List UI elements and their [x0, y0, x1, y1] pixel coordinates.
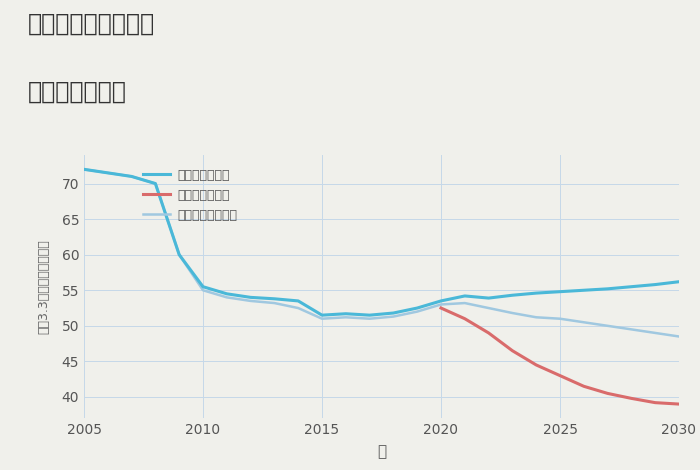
バッドシナリオ [461, 316, 469, 321]
X-axis label: 年: 年 [377, 444, 386, 459]
ノーマルシナリオ [627, 327, 636, 332]
Y-axis label: 平（3.3㎡）単価（万円）: 平（3.3㎡）単価（万円） [37, 239, 50, 334]
Text: 土地の価格推移: 土地の価格推移 [28, 80, 127, 104]
バッドシナリオ [508, 348, 517, 353]
ノーマルシナリオ [651, 330, 659, 336]
グッドシナリオ [651, 282, 659, 287]
ノーマルシナリオ [199, 288, 207, 293]
バッドシナリオ [532, 362, 540, 368]
ノーマルシナリオ [342, 314, 350, 320]
バッドシナリオ [556, 373, 564, 378]
グッドシナリオ [318, 313, 326, 318]
バッドシナリオ [580, 384, 588, 389]
ノーマルシナリオ [104, 170, 112, 176]
Line: グッドシナリオ: グッドシナリオ [84, 169, 679, 315]
グッドシナリオ [556, 289, 564, 295]
ノーマルシナリオ [270, 300, 279, 306]
ノーマルシナリオ [151, 181, 160, 187]
グッドシナリオ [199, 284, 207, 290]
グッドシナリオ [365, 313, 374, 318]
ノーマルシナリオ [413, 309, 421, 314]
グッドシナリオ [675, 279, 683, 284]
ノーマルシナリオ [294, 305, 302, 311]
ノーマルシナリオ [223, 295, 231, 300]
バッドシナリオ [603, 391, 612, 396]
グッドシナリオ [532, 290, 540, 296]
ノーマルシナリオ [246, 298, 255, 304]
Line: バッドシナリオ: バッドシナリオ [441, 308, 679, 404]
グッドシナリオ [627, 284, 636, 290]
ノーマルシナリオ [437, 302, 445, 307]
グッドシナリオ [413, 305, 421, 311]
バッドシナリオ [437, 305, 445, 311]
ノーマルシナリオ [556, 316, 564, 321]
バッドシナリオ [651, 400, 659, 406]
バッドシナリオ [627, 396, 636, 401]
ノーマルシナリオ [127, 173, 136, 179]
ノーマルシナリオ [365, 316, 374, 321]
ノーマルシナリオ [461, 300, 469, 306]
Legend: グッドシナリオ, バッドシナリオ, ノーマルシナリオ: グッドシナリオ, バッドシナリオ, ノーマルシナリオ [138, 164, 243, 227]
ノーマルシナリオ [389, 314, 398, 320]
グッドシナリオ [80, 166, 88, 172]
グッドシナリオ [151, 181, 160, 187]
グッドシナリオ [437, 298, 445, 304]
ノーマルシナリオ [675, 334, 683, 339]
グッドシナリオ [104, 170, 112, 176]
グッドシナリオ [461, 293, 469, 299]
グッドシナリオ [127, 173, 136, 179]
グッドシナリオ [246, 295, 255, 300]
グッドシナリオ [175, 252, 183, 258]
バッドシナリオ [484, 330, 493, 336]
グッドシナリオ [389, 310, 398, 316]
グッドシナリオ [223, 291, 231, 297]
ノーマルシナリオ [80, 166, 88, 172]
バッドシナリオ [675, 401, 683, 407]
グッドシナリオ [294, 298, 302, 304]
Text: 奈良県奈良市八条の: 奈良県奈良市八条の [28, 12, 155, 36]
グッドシナリオ [270, 296, 279, 302]
ノーマルシナリオ [318, 316, 326, 321]
グッドシナリオ [580, 288, 588, 293]
グッドシナリオ [484, 295, 493, 301]
ノーマルシナリオ [484, 305, 493, 311]
グッドシナリオ [603, 286, 612, 292]
ノーマルシナリオ [175, 252, 183, 258]
ノーマルシナリオ [603, 323, 612, 329]
ノーマルシナリオ [580, 320, 588, 325]
グッドシナリオ [342, 311, 350, 317]
ノーマルシナリオ [532, 314, 540, 320]
Line: ノーマルシナリオ: ノーマルシナリオ [84, 169, 679, 337]
ノーマルシナリオ [508, 310, 517, 316]
グッドシナリオ [508, 292, 517, 298]
